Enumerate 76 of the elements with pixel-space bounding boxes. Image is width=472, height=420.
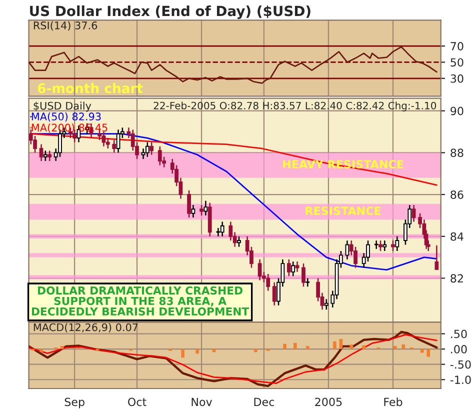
candlestick — [220, 221, 224, 237]
candlestick — [237, 236, 241, 248]
x-tick-label: Feb — [384, 398, 402, 406]
candlestick — [306, 278, 310, 288]
candlestick — [378, 240, 382, 252]
y-tick-label: .50 — [451, 330, 467, 338]
annotation: 22-Feb-2005 O:82.78 H:83.57 L:82.40 C:82.42 Chg:-1.10 — [154, 102, 436, 112]
y-tick-label: -.50 — [450, 360, 471, 369]
bar — [420, 349, 424, 353]
annotation: $USD Daily — [34, 102, 92, 112]
candlestick — [39, 144, 44, 162]
bar — [40, 349, 43, 352]
candlestick — [391, 240, 395, 252]
annotation: RSI(14) 37.6 — [34, 21, 98, 31]
bar — [339, 338, 343, 350]
candlestick — [258, 258, 262, 281]
y-tick-label: 88 — [450, 148, 464, 158]
bar — [402, 344, 406, 350]
band-label: RESISTANCE — [306, 206, 381, 216]
candlestick — [187, 190, 191, 218]
x-tick-label: Nov — [192, 398, 212, 406]
bar — [283, 344, 286, 350]
candlestick — [102, 131, 106, 148]
line-series — [30, 133, 438, 186]
candlestick — [48, 150, 52, 162]
bar — [181, 349, 184, 358]
candlestick — [286, 258, 291, 277]
candlestick — [382, 240, 387, 252]
candlestick — [141, 148, 146, 160]
candlestick — [324, 298, 328, 310]
y-tick-label: 84 — [450, 232, 464, 241]
candlestick — [395, 236, 400, 252]
candlestick — [345, 240, 350, 260]
legend-label: MA(50) 82.93 — [32, 112, 101, 122]
y-tick-label: -1.0 — [450, 376, 471, 384]
bar — [196, 349, 200, 354]
candlestick — [434, 244, 439, 270]
candlestick — [116, 129, 120, 154]
bar — [426, 349, 430, 357]
candlestick — [158, 146, 162, 166]
bar — [294, 342, 297, 350]
candlestick — [191, 204, 196, 218]
chart-title: US Dollar Index (End of Day) ($USD) — [30, 5, 310, 19]
y-tick-label: 86 — [450, 190, 464, 199]
candlestick — [150, 142, 154, 156]
candlestick — [145, 142, 150, 158]
x-tick-label: Dec — [254, 398, 274, 406]
bar — [254, 349, 258, 352]
x-tick-label: Sep — [64, 398, 84, 408]
y-tick-label: 90 — [450, 106, 464, 116]
candlestick — [272, 282, 276, 306]
x-tick-label: 2005 — [315, 398, 342, 406]
candlestick — [204, 200, 208, 216]
candlestick — [44, 150, 48, 162]
annotation: DOLLAR DRAMATICALLY CRASHED SUPPORT IN THE 83 AREA, A DECIDEDLY BEARISH DEVELOPMENT — [32, 286, 250, 316]
y-tick-label: 30 — [450, 74, 464, 83]
bar — [350, 344, 354, 350]
bar — [306, 346, 310, 350]
line-series — [28, 46, 438, 84]
candlestick — [72, 129, 77, 143]
y-tick-label: .00 — [451, 345, 467, 354]
annotation: MACD(12,26,9) 0.07 — [34, 323, 138, 332]
candlestick — [295, 260, 300, 273]
candlestick — [302, 262, 306, 288]
bar — [333, 341, 336, 350]
bar — [362, 345, 366, 350]
candlestick — [412, 204, 416, 222]
y-tick-label: 50 — [450, 58, 464, 67]
y-tick-label: 82 — [450, 274, 463, 283]
candlestick — [112, 140, 116, 154]
x-tick-label: Oct — [128, 398, 146, 406]
candlestick — [266, 273, 270, 292]
y-tick-label: 70 — [450, 42, 464, 50]
bar — [60, 346, 64, 350]
candlestick — [200, 204, 204, 216]
candlestick — [291, 260, 296, 277]
